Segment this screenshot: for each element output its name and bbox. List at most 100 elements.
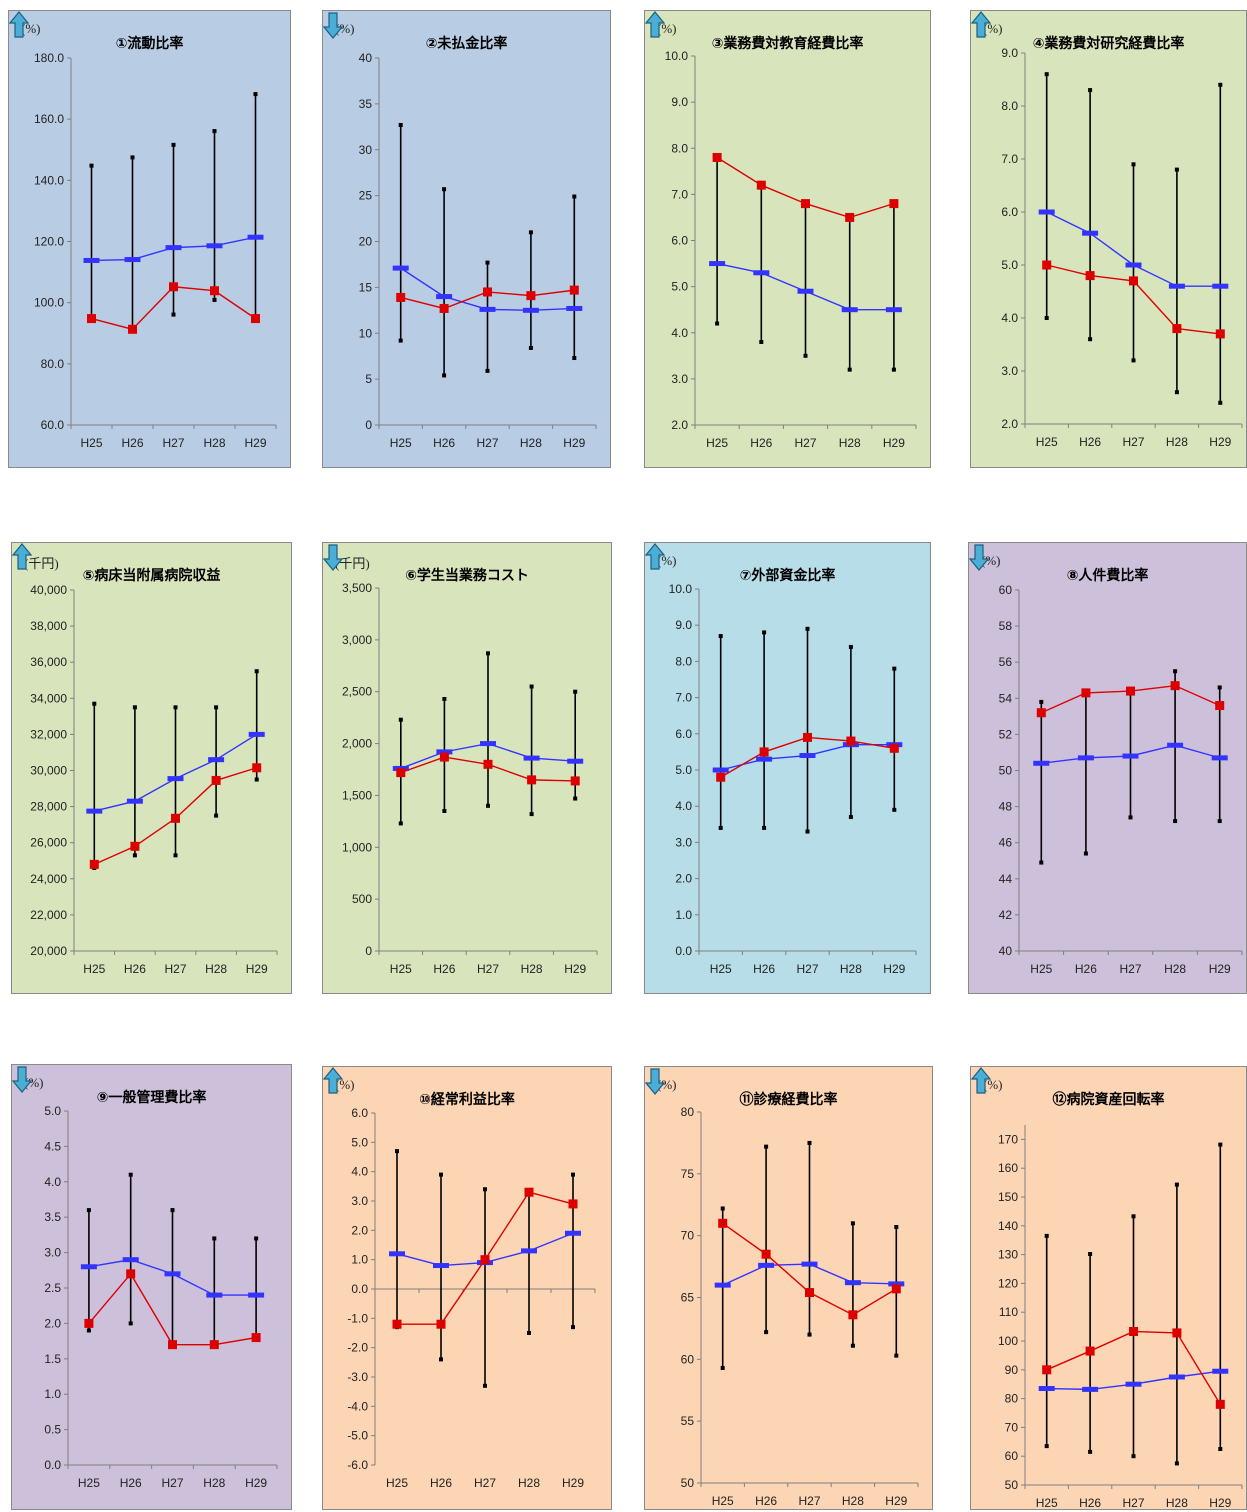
y-tick-label: 70 — [681, 1229, 695, 1243]
data-point-red — [251, 1333, 261, 1343]
y-tick-label: 5.0 — [671, 280, 688, 294]
plot-area: -6.0 -5.0 -4.0 -3.0 -2.0 -1.0 0.0 1.0 2.0 3.0 4.0 5… — [347, 1106, 596, 1490]
y-tick-label: 0.0 — [675, 944, 692, 958]
x-tick-label: H27 — [474, 1476, 496, 1490]
range-min-marker — [1131, 358, 1136, 363]
range-max-marker — [173, 705, 178, 710]
x-tick-label: H27 — [1119, 962, 1141, 976]
data-point-red — [89, 859, 99, 869]
data-point-blue — [566, 305, 583, 311]
data-point-blue — [1122, 753, 1139, 759]
plot-area: 0 500 1,000 1,500 2,000 2,500 3,000 3,500 H25 H26… — [342, 581, 598, 976]
y-tick-label: 50 — [681, 1476, 695, 1490]
range-min-marker — [762, 825, 767, 830]
data-point-red — [1042, 260, 1052, 270]
y-tick-label: 6.0 — [1001, 205, 1018, 219]
data-point-blue — [565, 1230, 581, 1236]
x-tick-label: H26 — [121, 436, 143, 450]
data-point-red — [209, 1340, 219, 1350]
y-tick-label: 130 — [998, 1248, 1018, 1262]
range-min-marker — [173, 853, 178, 858]
range-max-marker — [1174, 167, 1179, 172]
plot-area: 40 42 44 46 48 50 52 54 56 58 60 H25 H26 H27 H28 H29 — [999, 583, 1243, 976]
arrow-up-icon — [9, 11, 29, 38]
x-tick-label: H25 — [80, 436, 102, 450]
chart-title: ⑪診療経費比率 — [739, 1091, 838, 1107]
unit-label: (%) — [981, 553, 1001, 568]
unit-label: (%) — [983, 1077, 1003, 1092]
data-point-red — [712, 152, 722, 162]
y-tick-label: 54 — [999, 691, 1013, 705]
range-max-marker — [805, 626, 810, 631]
range-max-marker — [718, 634, 723, 639]
range-min-marker — [442, 808, 447, 813]
data-point-blue — [758, 1262, 775, 1268]
y-tick-label: 6.0 — [671, 234, 688, 248]
arrow-up-icon — [971, 11, 991, 38]
range-min-marker — [1128, 815, 1133, 820]
range-min-marker — [254, 777, 259, 782]
y-tick-label: 5.0 — [1001, 258, 1018, 272]
unit-label: (%) — [335, 1077, 355, 1092]
y-tick-label: 2.0 — [675, 872, 692, 886]
plot-area: 0.0 1.0 2.0 3.0 4.0 5.0 6.0 7.0 8.0 9.0 10.0 H25 H26… — [669, 582, 917, 976]
data-point-blue — [164, 1271, 181, 1277]
y-tick-label: 1.0 — [675, 908, 692, 922]
y-tick-label: 58 — [999, 619, 1013, 633]
range-min-marker — [1218, 400, 1223, 405]
x-tick-label: H27 — [162, 436, 184, 450]
y-tick-label: 2,500 — [342, 685, 372, 699]
range-min-marker — [1218, 1447, 1223, 1451]
range-max-marker — [848, 644, 853, 649]
data-point-red — [211, 775, 221, 785]
y-tick-label: 2.0 — [671, 418, 688, 432]
data-point-blue — [801, 1261, 818, 1267]
range-min-marker — [485, 368, 490, 373]
data-point-red — [252, 763, 262, 773]
y-tick-label: 10 — [359, 326, 373, 340]
y-tick-label: 60.0 — [41, 418, 65, 432]
y-tick-label: 40 — [359, 51, 373, 65]
chart-title: ⑤病床当附属病院収益 — [82, 567, 221, 583]
y-tick-label: 8.0 — [1001, 99, 1018, 113]
y-tick-label: 65 — [681, 1291, 695, 1305]
range-min-marker — [1131, 1454, 1136, 1459]
data-point-red — [718, 1218, 728, 1228]
plot-area: 2.0 3.0 4.0 5.0 6.0 7.0 8.0 9.0 10.0 H25 H26 H27 H28… — [665, 49, 917, 450]
y-tick-label: 4.0 — [44, 1175, 61, 1189]
data-point-red — [1170, 681, 1180, 691]
chart-panel: (%) ⑫病院資産回転率 50 60 70 80 90 100 110 120 130 140 150 1… — [970, 1066, 1247, 1510]
y-tick-label: 20,000 — [30, 944, 67, 958]
data-point-red — [889, 199, 899, 209]
y-tick-label: -1.0 — [347, 1311, 368, 1325]
y-tick-label: 0 — [365, 944, 372, 958]
range-min-marker — [128, 1321, 133, 1326]
x-tick-label: H28 — [518, 1476, 540, 1490]
range-max-marker — [1039, 699, 1044, 704]
y-tick-label: 25 — [359, 189, 373, 203]
range-min-marker — [398, 821, 403, 826]
data-point-blue — [83, 257, 100, 263]
data-point-blue — [844, 1280, 861, 1286]
data-point-red — [848, 1310, 858, 1320]
x-tick-label: H29 — [563, 436, 585, 450]
y-tick-label: 140 — [998, 1219, 1018, 1233]
range-max-marker — [764, 1144, 769, 1149]
x-tick-label: H28 — [1164, 962, 1186, 976]
y-tick-label: 52 — [999, 727, 1013, 741]
data-point-blue — [712, 767, 729, 773]
data-point-blue — [480, 741, 496, 747]
y-tick-label: 15 — [359, 280, 373, 294]
range-min-marker — [764, 1330, 769, 1335]
unit-label: (%) — [657, 553, 677, 568]
data-point-red — [1129, 1326, 1138, 1336]
y-tick-label: 30 — [359, 143, 373, 157]
data-point-red — [1172, 324, 1182, 334]
range-min-marker — [86, 1328, 91, 1333]
data-point-red — [436, 1319, 446, 1329]
y-tick-label: 56 — [999, 655, 1013, 669]
chart-panel: (%) ⑨一般管理費比率 0.0 0.5 1.0 1.5 2.0 2.5 3.0 3.5 4.0 4.… — [11, 1064, 292, 1510]
y-tick-label: 5.0 — [351, 1135, 368, 1149]
y-tick-label: 24,000 — [30, 872, 67, 886]
y-tick-label: 6.0 — [675, 727, 692, 741]
